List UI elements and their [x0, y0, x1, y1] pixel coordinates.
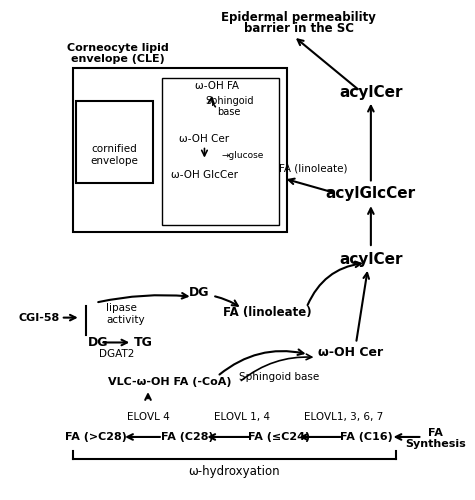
Text: ω-OH Cer: ω-OH Cer: [180, 134, 229, 143]
Text: envelope (CLE): envelope (CLE): [71, 54, 165, 64]
Text: base: base: [218, 107, 241, 117]
FancyBboxPatch shape: [162, 78, 279, 225]
Text: ELOVL 4: ELOVL 4: [127, 412, 170, 422]
Text: DG: DG: [189, 286, 210, 300]
Text: ω-OH GlcCer: ω-OH GlcCer: [171, 170, 238, 180]
Text: envelope: envelope: [90, 156, 138, 166]
Text: acylCer: acylCer: [339, 252, 403, 268]
Text: FA (C28): FA (C28): [162, 432, 214, 442]
Text: Corneocyte lipid: Corneocyte lipid: [67, 43, 169, 53]
Text: lipase: lipase: [106, 302, 137, 312]
Text: barrier in the SC: barrier in the SC: [244, 22, 353, 35]
Text: FA: FA: [428, 428, 443, 438]
Text: →glucose: →glucose: [221, 151, 264, 160]
Text: activity: activity: [106, 314, 145, 324]
FancyBboxPatch shape: [73, 68, 287, 232]
Text: FA (C16): FA (C16): [340, 432, 392, 442]
FancyBboxPatch shape: [76, 101, 153, 184]
Text: DG: DG: [87, 336, 108, 349]
Text: Sphingoid: Sphingoid: [205, 96, 254, 106]
Text: ω-OH Cer: ω-OH Cer: [319, 346, 384, 359]
Text: CGI-58: CGI-58: [19, 312, 60, 322]
Text: TG: TG: [133, 336, 152, 349]
Text: VLC-ω-OH FA (-CoA): VLC-ω-OH FA (-CoA): [108, 378, 231, 388]
Text: acylGlcCer: acylGlcCer: [326, 186, 416, 201]
Text: FA (linoleate): FA (linoleate): [279, 164, 348, 173]
Text: FA (≤C24): FA (≤C24): [247, 432, 310, 442]
Text: cornified: cornified: [92, 144, 137, 154]
Text: ELOVL1, 3, 6, 7: ELOVL1, 3, 6, 7: [304, 412, 383, 422]
Text: acylCer: acylCer: [339, 86, 403, 100]
Text: DGAT2: DGAT2: [99, 350, 134, 360]
Text: FA (>C28): FA (>C28): [65, 432, 126, 442]
Text: FA (linoleate): FA (linoleate): [223, 306, 311, 319]
Text: ω-hydroxyation: ω-hydroxyation: [189, 466, 280, 478]
Text: ω-OH FA: ω-OH FA: [195, 81, 239, 91]
Text: Epidermal permeability: Epidermal permeability: [221, 11, 376, 24]
Text: Sphingoid base: Sphingoid base: [238, 372, 319, 382]
Text: ELOVL 1, 4: ELOVL 1, 4: [214, 412, 270, 422]
Text: Synthesis: Synthesis: [405, 439, 466, 449]
